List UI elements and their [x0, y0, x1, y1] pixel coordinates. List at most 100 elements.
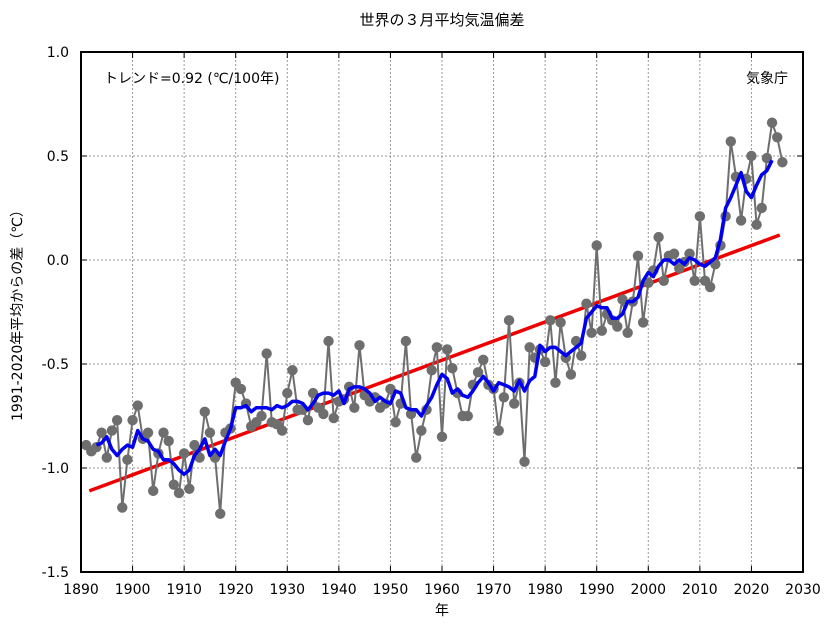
anomaly-point: [498, 392, 510, 403]
anomaly-point: [766, 117, 778, 128]
anomaly-point: [653, 231, 664, 243]
anomaly-point: [184, 483, 195, 494]
anomaly-point: [96, 427, 107, 438]
x-tick-label: 1970: [476, 582, 512, 598]
anomaly-point: [694, 211, 706, 222]
anomaly-point: [519, 456, 530, 467]
y-tick-label: -1.0: [42, 461, 69, 477]
running-mean-series: [95, 159, 774, 476]
anomaly-point: [472, 367, 484, 378]
anomaly-point: [596, 325, 608, 336]
anomaly-point: [503, 315, 515, 326]
anomaly-point: [462, 410, 473, 422]
anomaly-point: [772, 132, 783, 143]
anomaly-point: [581, 298, 592, 309]
x-tick-label: 1950: [373, 582, 409, 598]
anomaly-point: [751, 219, 762, 230]
x-tick-label: 1960: [424, 582, 460, 598]
anomaly-point: [354, 340, 365, 351]
anomaly-point: [400, 335, 412, 347]
anomaly-point: [431, 342, 443, 353]
anomaly-point: [777, 157, 788, 168]
anomaly-point: [163, 435, 174, 447]
anomaly-point: [658, 275, 669, 286]
y-axis-label: 1991-2020年平均からの差（℃）: [10, 203, 26, 421]
anomaly-point: [447, 362, 458, 374]
anomaly-point: [735, 215, 747, 226]
anomaly-point: [117, 502, 128, 513]
anomaly-point: [704, 281, 716, 293]
anomaly-point: [168, 479, 180, 490]
anomaly-point: [426, 365, 437, 376]
anomaly-point: [539, 356, 551, 368]
anomaly-point: [287, 365, 298, 376]
anomaly-point: [261, 348, 272, 359]
anomaly-point: [148, 485, 159, 497]
x-tick-label: 2030: [785, 582, 821, 598]
x-tick-label: 1900: [115, 582, 151, 598]
grid: [81, 52, 803, 572]
anomaly-point: [302, 414, 314, 426]
anomaly-point: [328, 412, 339, 424]
y-tick-label: 0.0: [47, 253, 69, 269]
y-tick-label: -0.5: [42, 357, 69, 373]
anomaly-point: [576, 350, 587, 361]
anomaly-point: [204, 427, 216, 438]
anomaly-point: [555, 317, 566, 328]
anomaly-point: [158, 427, 169, 438]
anomaly-point: [746, 150, 757, 162]
anomaly-series: [80, 117, 788, 519]
anomaly-point: [617, 294, 628, 305]
anomaly-point: [689, 275, 700, 286]
x-tick-label: 1990: [579, 582, 615, 598]
source-annotation: 気象庁: [746, 71, 788, 87]
anomaly-point: [318, 408, 329, 420]
anomaly-point: [323, 335, 334, 347]
anomaly-point: [256, 410, 267, 422]
anomaly-point: [586, 327, 597, 338]
anomaly-point: [545, 315, 556, 326]
anomaly-point: [416, 425, 427, 436]
anomaly-point: [725, 136, 736, 147]
anomaly-point: [441, 344, 453, 355]
anomaly-point: [390, 417, 401, 428]
trend-annotation: トレンド=0.92 (℃/100年): [104, 71, 279, 87]
anomaly-point: [756, 202, 767, 214]
anomaly-point: [385, 383, 396, 395]
anomaly-point: [493, 425, 504, 436]
x-tick-label: 2020: [734, 582, 770, 598]
anomaly-point: [524, 342, 535, 353]
anomaly-point: [761, 152, 773, 164]
x-tick-label: 1910: [166, 582, 202, 598]
anomaly-point: [189, 439, 200, 451]
chart-title: 世界の３月平均気温偏差: [359, 11, 524, 29]
anomaly-point: [478, 354, 489, 366]
anomaly-point: [235, 383, 247, 395]
y-tick-label: 1.0: [47, 45, 69, 61]
anomaly-point: [199, 406, 210, 418]
anomaly-point: [101, 452, 112, 463]
anomaly-point: [173, 487, 185, 499]
anomaly-point: [612, 321, 623, 332]
anomaly-point: [127, 414, 138, 426]
anomaly-point: [122, 454, 133, 465]
anomaly-point: [111, 414, 123, 426]
anomaly-point: [565, 369, 577, 380]
anomaly-point: [178, 448, 190, 459]
anomaly-point: [132, 400, 143, 411]
anomaly-point: [276, 425, 288, 436]
x-tick-label: 1980: [527, 582, 563, 598]
anomaly-point: [622, 327, 633, 338]
anomaly-point: [349, 402, 360, 413]
x-tick-label: 1940: [321, 582, 357, 598]
anomaly-point: [550, 377, 561, 388]
x-axis-ticks: 1890 1900 1910 1920 1930 1940 1950 1960 1970 1980…: [63, 52, 821, 598]
x-tick-label: 1930: [269, 582, 305, 598]
anomaly-point: [668, 248, 680, 259]
x-axis-label: 年: [435, 603, 449, 619]
anomaly-point: [106, 425, 118, 436]
anomaly-point: [632, 250, 644, 262]
anomaly-point: [307, 387, 319, 399]
anomaly-point: [142, 427, 154, 438]
